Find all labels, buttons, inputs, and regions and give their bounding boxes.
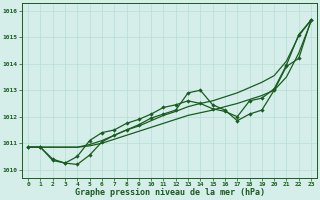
X-axis label: Graphe pression niveau de la mer (hPa): Graphe pression niveau de la mer (hPa): [75, 188, 265, 197]
